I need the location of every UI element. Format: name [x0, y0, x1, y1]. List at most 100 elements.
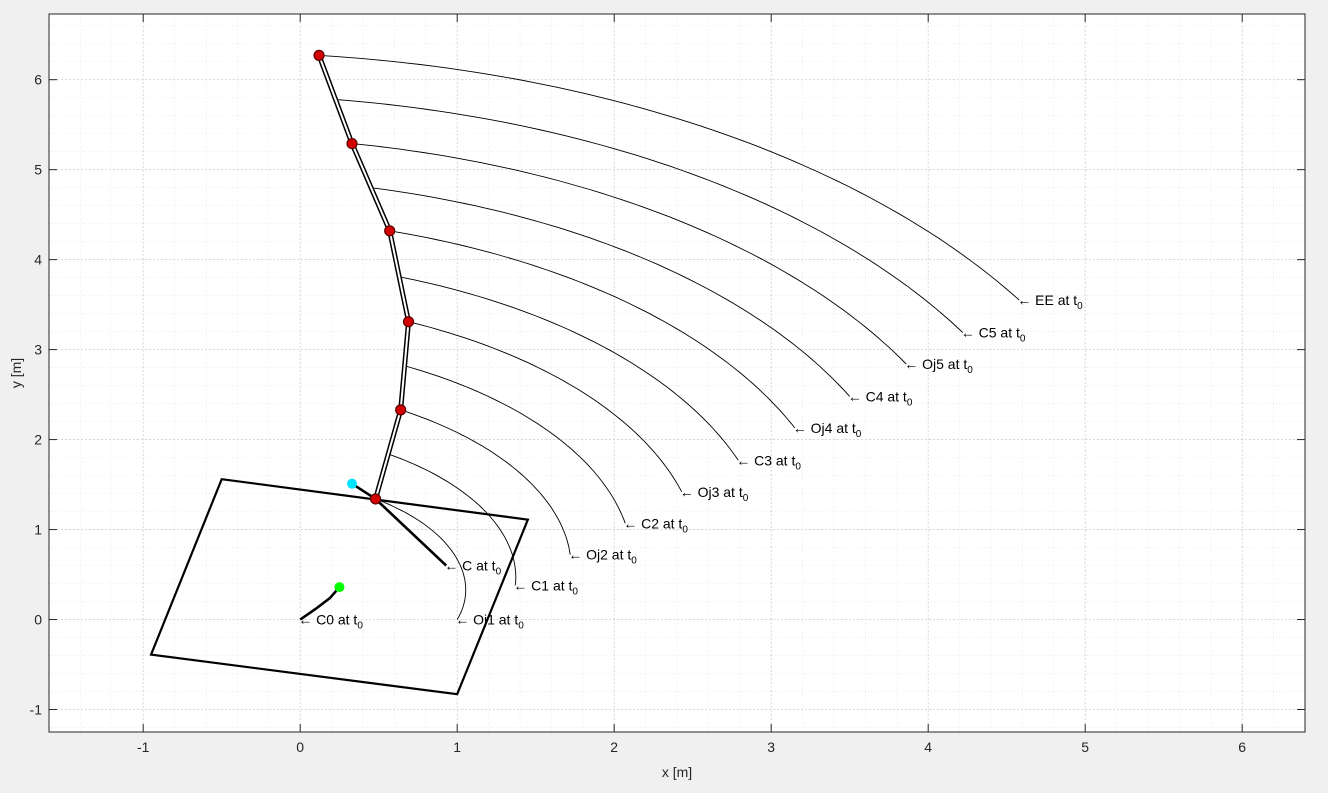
- x-tick-label: 6: [1238, 739, 1246, 755]
- annotation-subscript: 0: [518, 621, 524, 632]
- annotation-text: ← Oj3 at t0: [680, 484, 749, 504]
- x-tick-label: 0: [296, 739, 304, 755]
- annotation-label: Oj4 at t: [811, 420, 856, 436]
- annotation-arrow: ←: [680, 484, 698, 500]
- y-axis-label: y [m]: [8, 358, 24, 388]
- annotation-label: C1 at t: [531, 577, 572, 593]
- annotation-arrow: ←: [623, 515, 641, 531]
- annotation-subscript: 0: [1077, 301, 1083, 312]
- annotation-c-label: C at t: [462, 558, 496, 574]
- annotation-subscript: 0: [907, 397, 913, 408]
- trajectory-path: [408, 321, 683, 493]
- y-tick-label: 2: [34, 432, 42, 448]
- x-tick-label: 3: [767, 739, 775, 755]
- annotation-text: ← C3 at t0: [736, 452, 801, 472]
- x-tick-label: 5: [1081, 739, 1089, 755]
- trajectory-path: [389, 230, 796, 429]
- annotation: ← C1 at t0: [513, 577, 578, 597]
- annotation-arrow: ←: [568, 547, 586, 563]
- annotation-subscript: 0: [631, 556, 637, 567]
- annotation-c: ← C at t0: [444, 558, 501, 578]
- trajectory-path: [399, 276, 739, 461]
- annotation-subscript: 0: [682, 524, 688, 535]
- y-tick-label: -1: [30, 702, 43, 718]
- annotation-subscript: 0: [856, 429, 862, 440]
- y-tick-label: 5: [34, 162, 42, 178]
- annotation-label: C5 at t: [979, 325, 1020, 341]
- annotation-label: Oj5 at t: [922, 356, 967, 372]
- annotation: ← EE at t0: [1017, 292, 1083, 312]
- joint-marker: [384, 225, 396, 237]
- annotation-c0-label: C0 at t: [316, 612, 357, 628]
- joint-marker: [313, 49, 325, 61]
- x-axis-label: x [m]: [662, 764, 692, 780]
- annotation-text: ← C4 at t0: [848, 388, 913, 408]
- y-tick-label: 0: [34, 612, 42, 628]
- markers: ← Oj1 at t0← C1 at t0← Oj2 at t0← C2 at …: [298, 49, 1083, 632]
- x-tick-label: 4: [924, 739, 932, 755]
- annotation-label: C4 at t: [866, 388, 907, 404]
- axes-box: [48, 13, 1306, 733]
- annotation-arrow: ←: [1017, 292, 1035, 308]
- annotation-subscript: 0: [967, 365, 973, 376]
- annotation-c-subscript: 0: [496, 567, 502, 578]
- annotation: ← Oj5 at t0: [904, 356, 973, 376]
- annotation-label: Oj3 at t: [698, 484, 743, 500]
- trajectory-path: [370, 187, 851, 397]
- annotation: ← Oj4 at t0: [793, 420, 862, 440]
- annotation-text: ← C2 at t0: [623, 515, 688, 535]
- trajectories: [149, 54, 1020, 696]
- annotation: ← Oj2 at t0: [568, 547, 637, 567]
- c-segment: [374, 498, 448, 567]
- joint-marker: [395, 404, 407, 416]
- annotation-subscript: 0: [572, 586, 578, 597]
- annotation-arrow: ←: [455, 612, 473, 628]
- y-tick-label: 6: [34, 72, 42, 88]
- x-tick-label: -1: [137, 739, 150, 755]
- annotation-c0: ← C0 at t0: [298, 612, 363, 632]
- annotation-arrow: ←: [793, 420, 811, 436]
- annotation-label: EE at t: [1035, 292, 1077, 308]
- annotation-text: ← Oj5 at t0: [904, 356, 973, 376]
- trajectory-path: [375, 498, 467, 620]
- trajectory-path: [404, 365, 626, 524]
- annotation-text: ← C5 at t0: [961, 325, 1026, 345]
- trajectory-path: [400, 409, 571, 555]
- y-tick-label: 1: [34, 522, 42, 538]
- annotation-c0-arrow: ←: [298, 612, 316, 628]
- annotation-label: Oj1 at t: [473, 612, 518, 628]
- y-tick-label: 3: [34, 342, 42, 358]
- annotation-label: Oj2 at t: [586, 547, 631, 563]
- annotation-subscript: 0: [1020, 334, 1026, 345]
- y-tick-label: 4: [34, 252, 42, 268]
- annotation-c0-text: ← C0 at t0: [298, 612, 363, 632]
- c0-curve: [299, 586, 341, 621]
- annotation: ← C4 at t0: [848, 388, 913, 408]
- annotation-text: ← Oj2 at t0: [568, 547, 637, 567]
- annotation-label: C2 at t: [641, 515, 682, 531]
- annotation: ← Oj1 at t0: [455, 612, 524, 632]
- joint-marker: [346, 137, 358, 150]
- cyan-marker: [347, 478, 358, 489]
- annotation-c0-subscript: 0: [357, 621, 363, 632]
- annotation-arrow: ←: [513, 577, 531, 593]
- trajectory-path: [387, 453, 517, 586]
- x-tick-label: 1: [453, 739, 461, 755]
- joint-marker: [402, 316, 415, 328]
- x-tick-label: 2: [610, 739, 618, 755]
- trajectory-path: [318, 54, 1020, 301]
- annotation-text: ← EE at t0: [1017, 292, 1083, 312]
- annotation-arrow: ←: [904, 356, 922, 372]
- green-marker: [334, 582, 345, 593]
- major-grid: [49, 14, 1305, 732]
- axes-background: [49, 14, 1305, 732]
- annotation-arrow: ←: [961, 325, 979, 341]
- annotation-c-arrow: ←: [444, 558, 462, 574]
- trajectory-path: [335, 99, 964, 333]
- annotation-arrow: ←: [848, 388, 866, 404]
- annotation-subscript: 0: [743, 493, 749, 504]
- arm-inner: [318, 55, 410, 500]
- annotation: ← C2 at t0: [623, 515, 688, 535]
